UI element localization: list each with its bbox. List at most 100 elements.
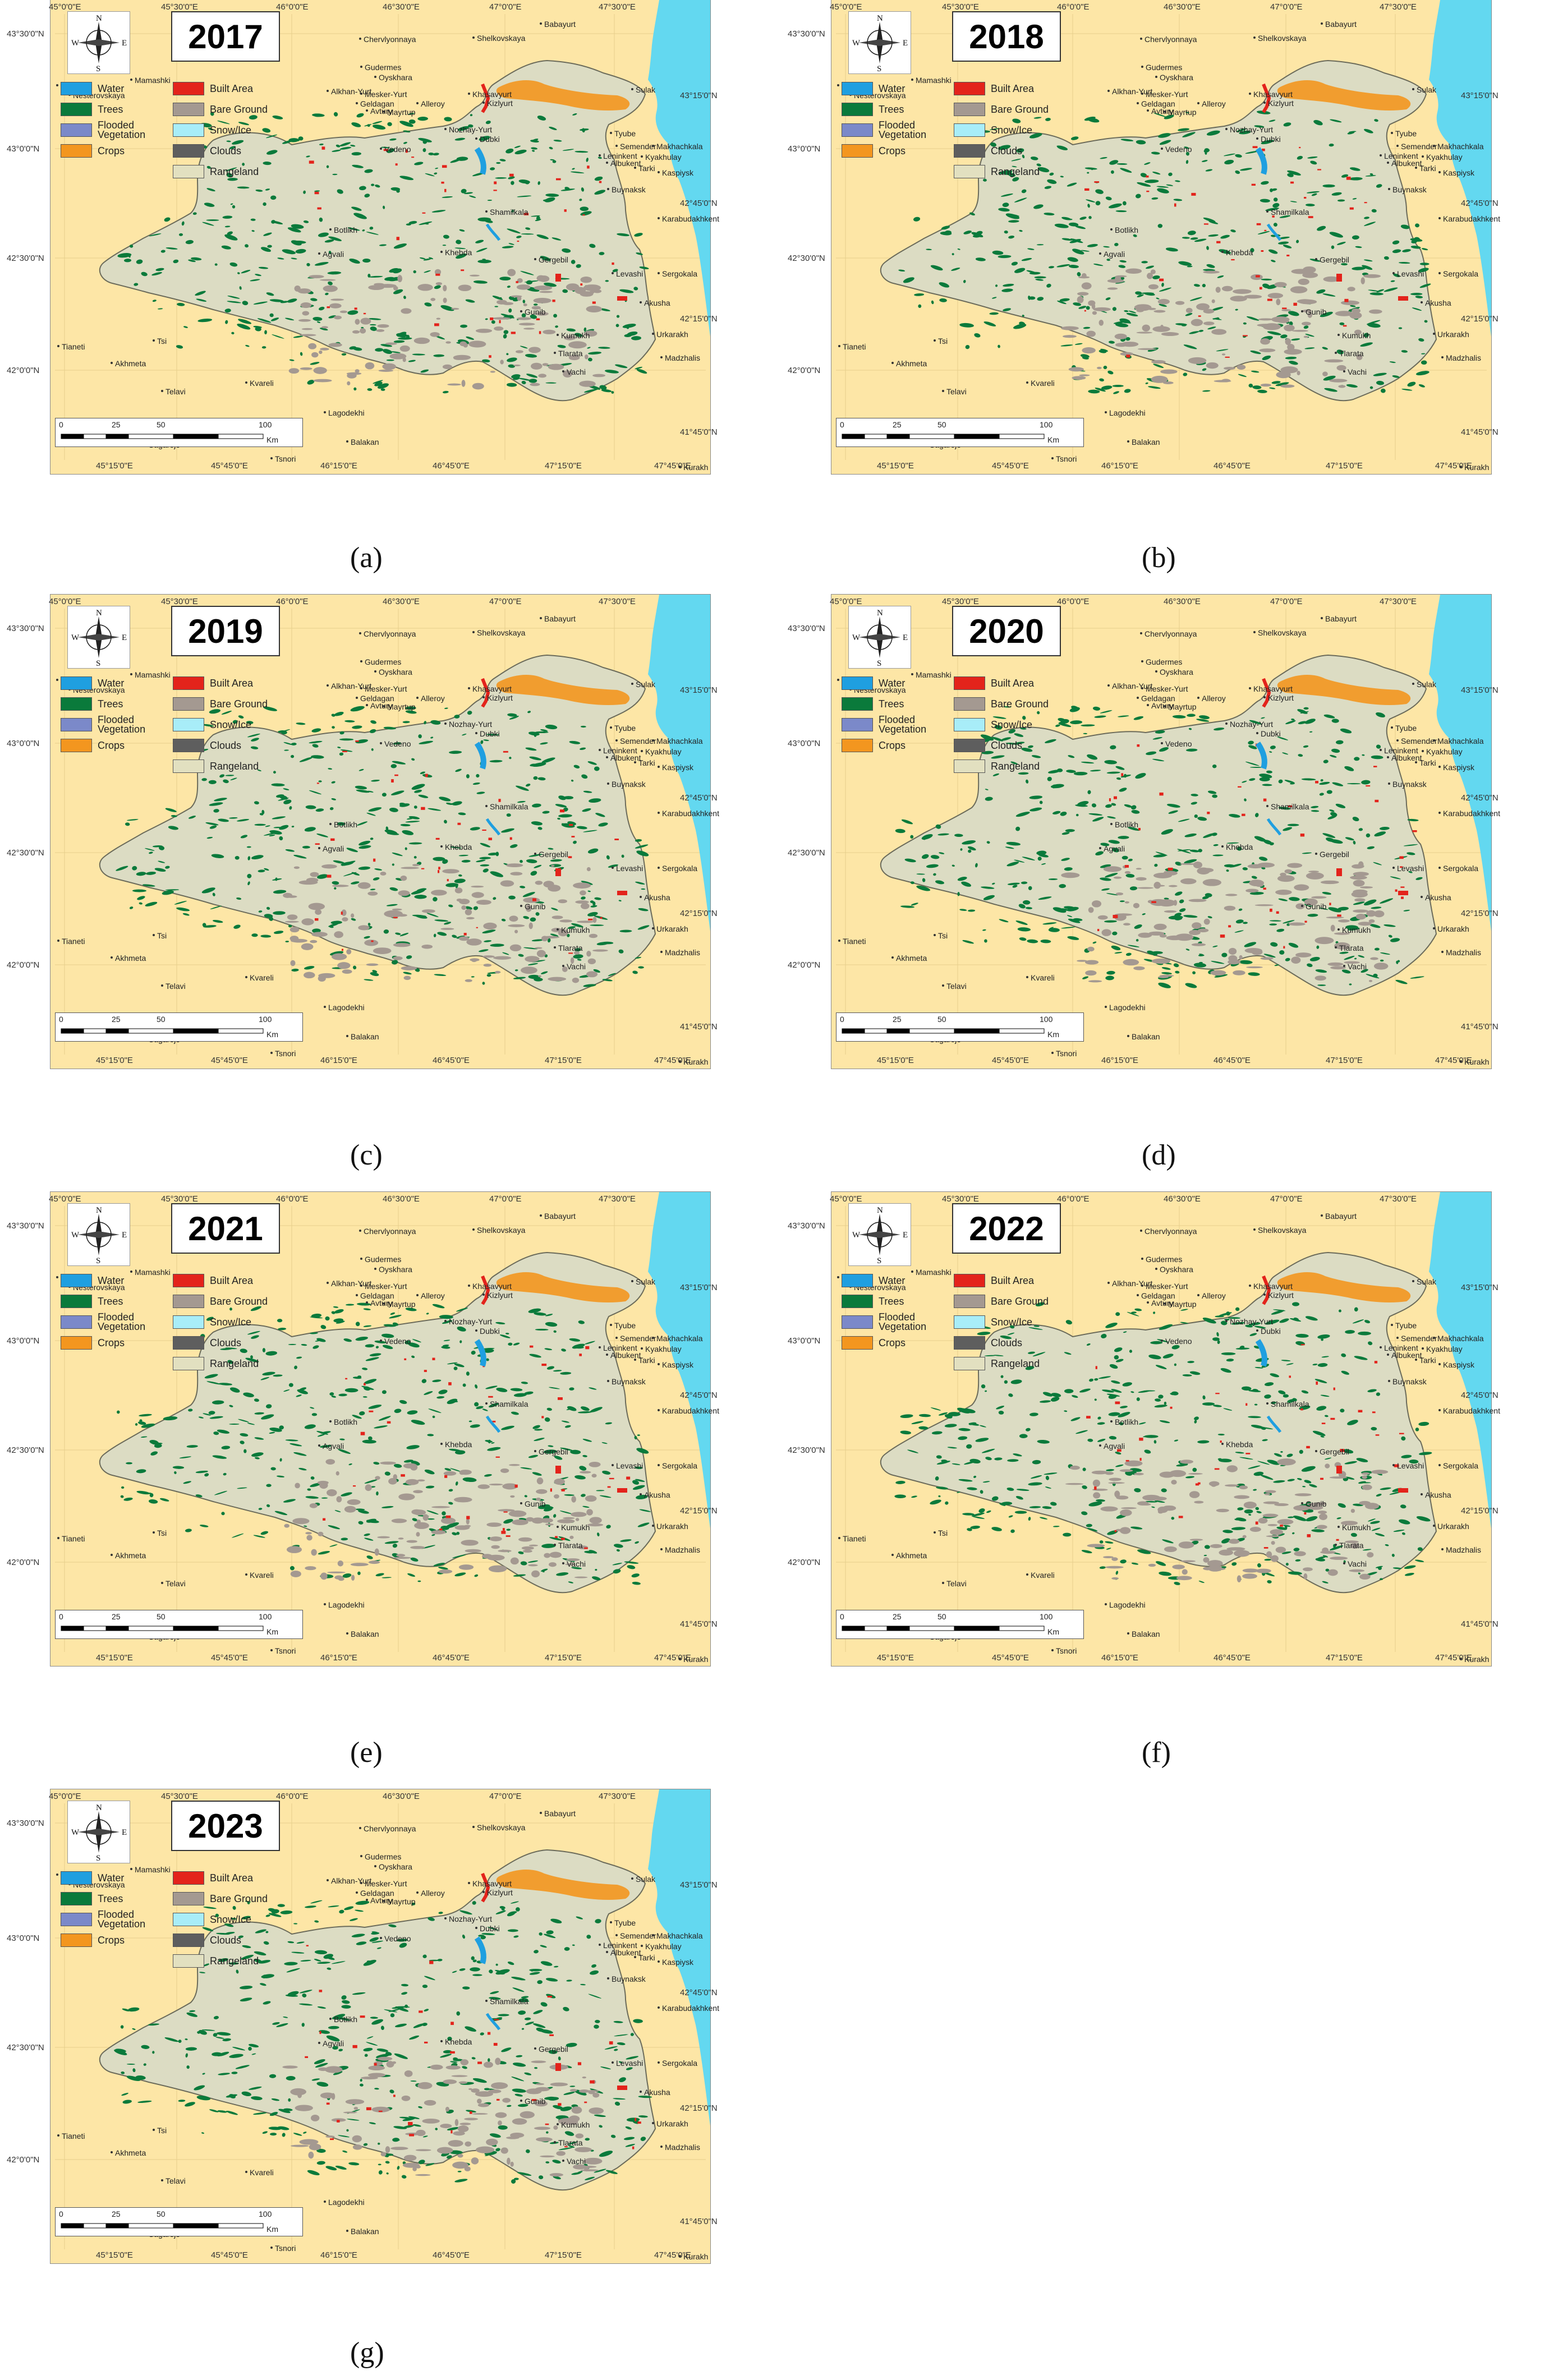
place-label: Urkarakh xyxy=(656,1522,688,1531)
place-dot xyxy=(360,66,362,68)
place-label: Alleroy xyxy=(421,1291,445,1300)
legend-label: Trees xyxy=(98,103,123,115)
place-label: Gudermes xyxy=(1146,657,1183,666)
place-dot xyxy=(679,466,681,468)
place-dot xyxy=(1412,88,1414,90)
place-dot xyxy=(1266,1402,1268,1405)
place-label: Makhachkala xyxy=(656,1334,703,1343)
place-dot xyxy=(440,1443,443,1445)
svg-text:E: E xyxy=(122,39,127,48)
place-dot xyxy=(416,1294,419,1296)
legend-swatch xyxy=(61,1295,92,1308)
lon-label-top: 46°0'0"E xyxy=(276,1194,309,1204)
place-dot xyxy=(1164,705,1166,707)
place-label: Sergokala xyxy=(662,864,698,873)
place-dot xyxy=(520,2100,522,2102)
place-label: Shelkovskaya xyxy=(477,1226,526,1235)
lon-label-top: 47°30'0"E xyxy=(1380,597,1417,606)
place-dot xyxy=(444,128,447,130)
place-dot xyxy=(270,1052,273,1054)
lon-label-top: 45°0'0"E xyxy=(49,597,81,606)
scale-label: 0 xyxy=(59,2209,63,2218)
place-dot xyxy=(130,1868,132,1870)
place-dot xyxy=(1433,1525,1435,1527)
place-label: Telavi xyxy=(166,2176,186,2185)
place-label: Kaspiysk xyxy=(1443,1360,1475,1369)
place-dot xyxy=(599,154,601,156)
place-dot xyxy=(837,84,839,86)
place-label: Botlikh xyxy=(334,1417,358,1426)
place-label: Kyakhulay xyxy=(1426,153,1463,162)
place-dot xyxy=(356,1294,358,1296)
legend-swatch xyxy=(842,123,873,137)
place-label: Kizlyurt xyxy=(487,1291,513,1300)
place-dot xyxy=(380,1937,382,1939)
svg-text:N: N xyxy=(877,1206,883,1215)
legend-label: Snow/Ice xyxy=(210,719,252,730)
place-dot xyxy=(1388,782,1390,785)
place-dot xyxy=(1141,66,1143,68)
place-dot xyxy=(658,1960,660,1963)
place-label: Khebda xyxy=(1226,248,1253,257)
place-dot xyxy=(245,976,247,978)
place-dot xyxy=(1460,1658,1462,1660)
place-label: Mamashki xyxy=(916,76,952,85)
legend-item: Built Area xyxy=(173,1871,253,1885)
place-dot xyxy=(1225,128,1228,130)
place-dot xyxy=(1315,853,1317,855)
place-dot xyxy=(1107,90,1110,92)
place-label: Chervlyonnaya xyxy=(1144,1227,1197,1236)
study-region xyxy=(99,59,656,402)
place-dot xyxy=(631,1877,633,1880)
scale-label: 50 xyxy=(157,1015,166,1024)
place-dot xyxy=(934,934,936,936)
legend-swatch xyxy=(954,123,985,137)
place-label: Leninkent xyxy=(603,151,637,160)
legend-item: Flooded Vegetation xyxy=(61,120,145,140)
place-label: Albukent xyxy=(610,1351,641,1360)
place-dot xyxy=(540,1214,542,1217)
place-dot xyxy=(562,370,564,372)
lon-label-bottom: 45°45'0"E xyxy=(211,2250,248,2260)
place-label: Tsi xyxy=(157,2126,167,2135)
place-dot xyxy=(1141,1285,1143,1287)
year-label: 2021 xyxy=(171,1203,280,1254)
year-label: 2020 xyxy=(952,606,1061,656)
place-dot xyxy=(557,334,559,336)
lat-label-left: 42°0'0"N xyxy=(788,960,821,970)
place-dot xyxy=(444,1320,447,1322)
place-dot xyxy=(360,1258,362,1260)
place-label: Kizlyurt xyxy=(487,693,513,702)
place-label: Akusha xyxy=(644,893,670,902)
lon-label-bottom: 45°45'0"E xyxy=(211,461,248,471)
legend-label: Rangeland xyxy=(991,760,1040,772)
legend-item: Crops xyxy=(842,144,906,158)
legend-item: Snow/Ice xyxy=(173,1912,251,1927)
place-dot xyxy=(658,812,660,814)
place-dot xyxy=(1337,928,1340,931)
legend-swatch xyxy=(61,82,92,95)
lat-label-right: 43°15'0"N xyxy=(1461,91,1499,100)
place-dot xyxy=(1197,102,1199,104)
lon-label-top: 46°30'0"E xyxy=(1164,597,1201,606)
place-label: Shelkovskaya xyxy=(1258,628,1307,637)
scale-label: 100 xyxy=(1040,1015,1053,1024)
place-dot xyxy=(1396,145,1399,147)
place-label: Kaspiysk xyxy=(662,168,694,177)
place-label: Akusha xyxy=(1425,1490,1451,1499)
lon-label-bottom: 46°15'0"E xyxy=(320,2250,357,2260)
scale-label: 100 xyxy=(259,1612,272,1621)
place-dot xyxy=(1391,1324,1393,1326)
place-label: Mesker-Yurt xyxy=(365,90,407,99)
scale-label: 25 xyxy=(893,1015,902,1024)
place-dot xyxy=(359,1230,361,1232)
place-label: Gergebil xyxy=(1320,850,1349,859)
place-label: Kumukh xyxy=(1342,331,1371,340)
place-dot xyxy=(534,1450,536,1452)
place-dot xyxy=(1221,845,1224,848)
place-label: Balakan xyxy=(351,1032,379,1041)
place-dot xyxy=(1335,352,1337,354)
place-dot xyxy=(1105,1603,1107,1605)
legend-label: Clouds xyxy=(991,739,1023,751)
lon-label-top: 47°0'0"E xyxy=(1270,597,1303,606)
